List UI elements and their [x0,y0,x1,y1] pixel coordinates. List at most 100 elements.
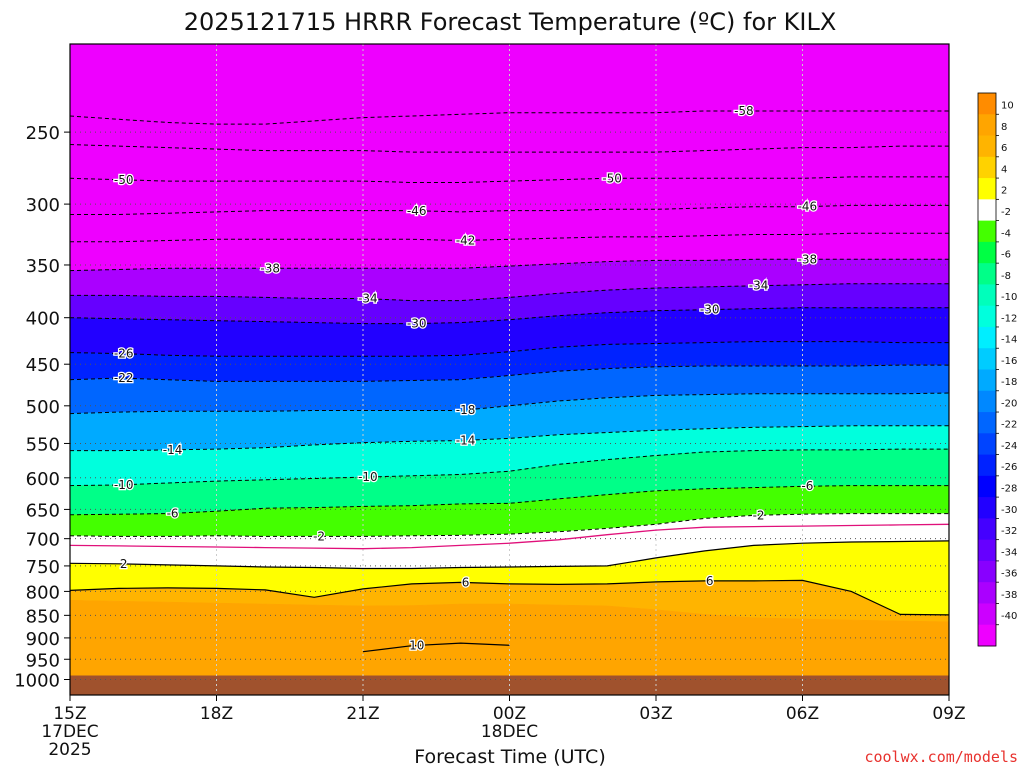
contour-label: -34 [358,292,378,306]
colorbar-swatch [978,114,996,136]
x-tick-label: 00Z [493,704,526,724]
contour-label: -30 [700,303,720,317]
contour-label: -38 [798,252,818,266]
x-tick-label: 15Z [53,704,86,724]
colorbar-label: -24 [1001,441,1017,452]
contour-label: -6 [167,506,179,520]
x-tick-label: 21Z [346,704,379,724]
contour-label: -50 [602,171,622,185]
contour-label: -46 [407,204,427,218]
colorbar-label: 8 [1001,122,1007,133]
temperature-bands [70,44,949,695]
contour-label: -42 [456,233,476,247]
colorbar-label: 6 [1001,143,1007,154]
y-tick-label: 850 [26,606,60,627]
colorbar-label: -12 [1001,313,1017,324]
x-tick-date: 18DEC [481,722,538,742]
colorbar-label: 2 [1001,186,1007,197]
colorbar-label: -30 [1001,505,1017,516]
x-tick-label: 09Z [932,704,965,724]
colorbar-swatch [978,475,996,498]
colorbar-swatch [978,93,996,115]
contour-label: -46 [798,200,818,214]
contour-label: -26 [114,347,134,361]
colorbar-label: -40 [1001,611,1017,622]
colorbar-swatch [978,348,996,370]
colorbar-label: -18 [1001,377,1017,388]
colorbar-swatch [978,178,996,200]
colorbar-label: -34 [1001,547,1017,558]
colorbar-label: -6 [1001,250,1011,261]
y-tick-label: 1000 [14,671,60,692]
contour-label: 6 [706,574,714,588]
y-tick-label: 900 [26,629,60,650]
y-tick-label: 600 [26,469,60,490]
colorbar-swatch [978,560,996,583]
x-tick-date: 17DEC [41,722,98,742]
contour-label: -2 [753,508,765,522]
colorbar-label: -16 [1001,356,1017,367]
colorbar-swatch [978,624,996,647]
plot-area: -58-50 -50-46 -46-42-38-38-34-34-30-30-26-… [70,44,949,695]
y-tick-label: 550 [26,434,60,455]
x-tick-label: 03Z [639,704,672,724]
colorbar-label: -8 [1001,271,1011,282]
contour-label: -22 [114,371,134,385]
x-tick-year: 2025 [48,740,91,760]
colorbar-swatch [978,220,996,243]
colorbar-swatch [978,199,996,222]
y-tick-label: 650 [26,500,60,521]
colorbar-swatch [978,284,996,307]
contour-label: -38 [260,261,280,275]
temp-band-14 [70,599,949,695]
contour-label: -50 [114,173,134,187]
colorbar-swatch [978,390,996,413]
colorbar-label: -38 [1001,590,1017,601]
contour-label: -14 [456,433,476,447]
contour-label: -2 [313,529,325,543]
colorbar-label: -4 [1001,228,1011,239]
x-axis-label: Forecast Time (UTC) [414,746,605,768]
colorbar-swatch [978,135,996,158]
y-tick-label: 800 [26,582,60,603]
y-tick-label: 750 [26,557,60,578]
x-tick-label: 06Z [786,704,819,724]
colorbar-label: 4 [1001,164,1007,175]
colorbar-swatch [978,603,996,626]
freezing-line [70,523,949,550]
contour-label: -18 [456,403,476,417]
colorbar-label: -14 [1001,335,1017,346]
colorbar-swatch [978,582,996,604]
colorbar-swatch [978,497,996,519]
colorbar-label: -2 [1001,207,1011,218]
y-tick-label: 350 [26,256,60,277]
y-tick-label: 950 [26,650,60,671]
y-tick-label: 250 [26,123,60,144]
contour-line [70,540,949,570]
y-tick-label: 700 [26,530,60,551]
colorbar: 10 8 6 4 2 -2 -4 -6 -8 -10 -12 -14 -16 -18 -20 -22 -24 -2… [977,92,1017,647]
y-tick-label: 450 [26,355,60,376]
colorbar-label: -32 [1001,526,1017,537]
colorbar-label: -22 [1001,420,1017,431]
colorbar-swatch [978,412,996,434]
credit-text: coolwx.com/models [864,748,1018,766]
colorbar-swatch [978,241,996,264]
colorbar-swatch [978,518,996,541]
colorbar-swatch [978,369,996,392]
x-tick-label: 18Z [200,704,233,724]
contour-label: 2 [120,557,128,571]
colorbar-label: 10 [1001,101,1014,112]
contour-line [70,579,949,616]
y-tick-label: 400 [26,309,60,330]
contour-line [362,642,510,653]
y-tick-label: 500 [26,397,60,418]
colorbar-swatch [978,326,996,349]
contour-label: -30 [407,316,427,330]
grid-lines [70,44,949,695]
contour-label: -34 [749,279,769,293]
colorbar-swatch [978,433,996,455]
contour-label: 10 [409,638,424,652]
